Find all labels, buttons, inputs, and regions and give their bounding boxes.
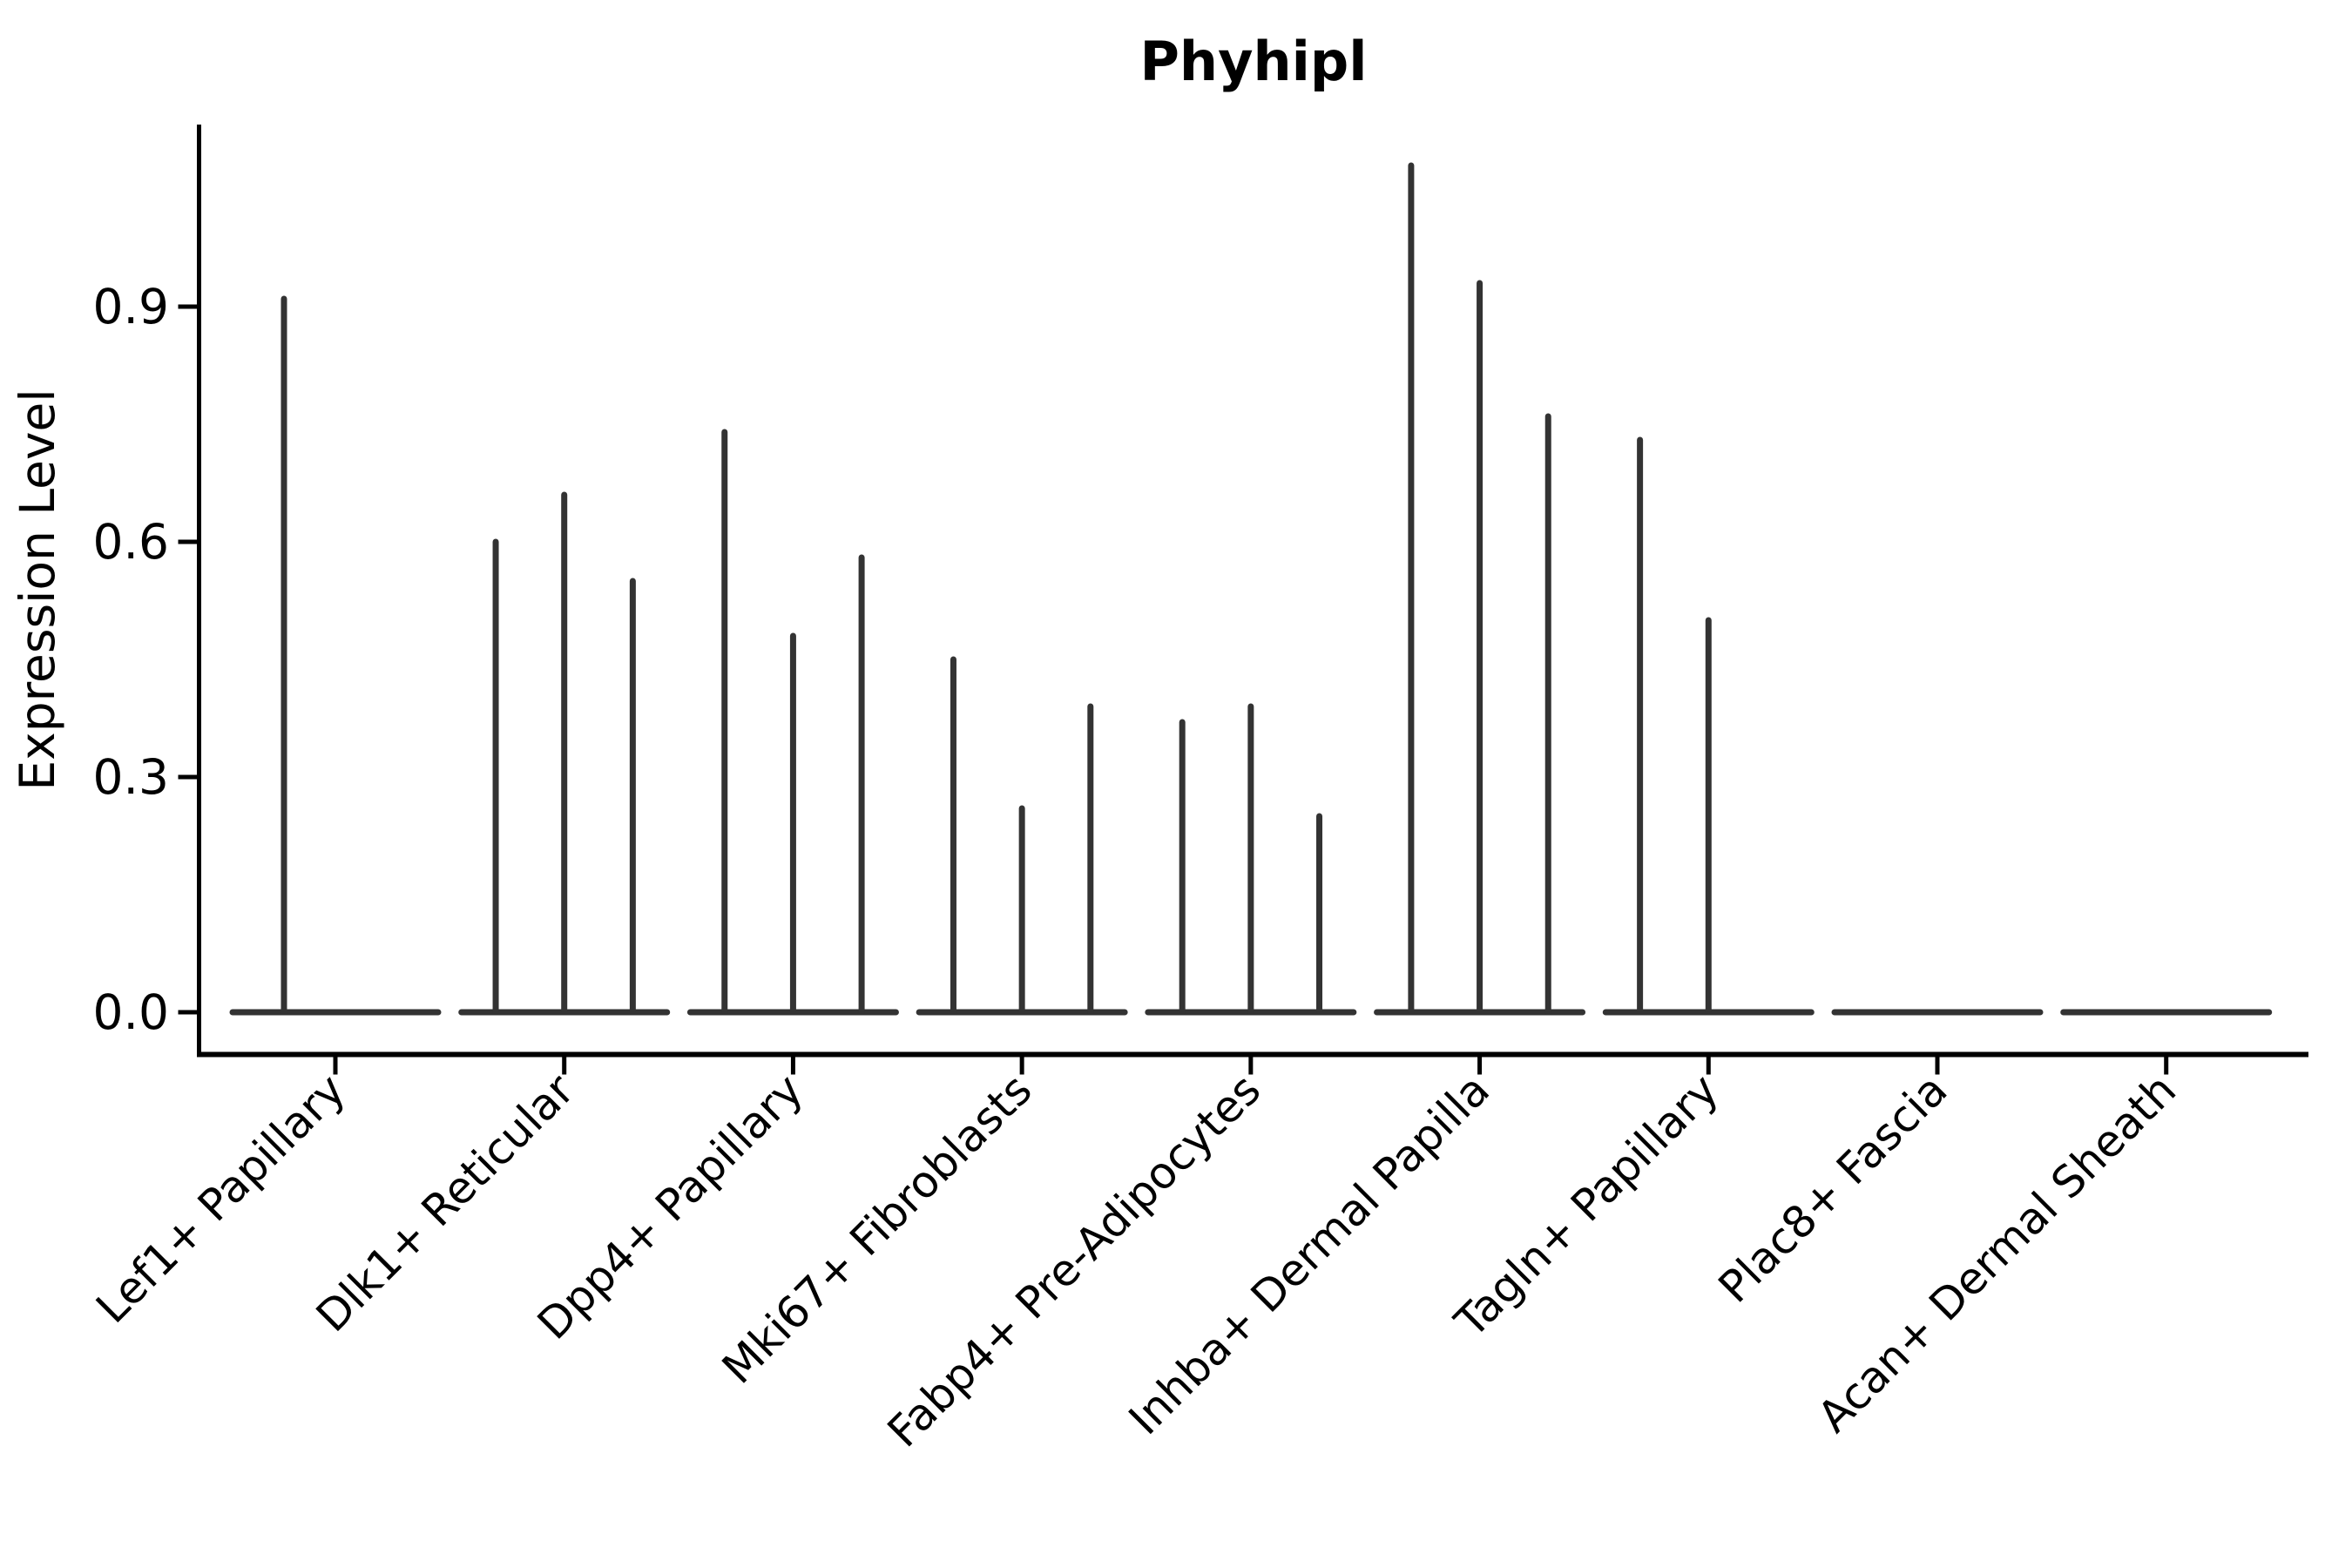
violin-group (686, 429, 899, 1016)
y-tick-labels: 0.0 0.3 0.6 0.9 (93, 279, 169, 1040)
violin-group (229, 295, 442, 1016)
violin-series (229, 162, 2273, 1016)
x-axis (197, 1051, 2308, 1075)
x-tick-label: Inhba+ Dermal Papilla (1119, 1064, 1499, 1444)
violin-group (458, 491, 671, 1016)
violin-group (1602, 436, 1815, 1016)
y-tick-label: 0.0 (93, 984, 169, 1040)
y-tick-label: 0.6 (93, 514, 169, 570)
x-tick-label: Fabp4+ Pre-Adipocytes (878, 1064, 1271, 1457)
x-tick-label: Plac8+ Fascia (1709, 1064, 1957, 1313)
x-tick-label: Lef1+ Papillary (86, 1064, 355, 1333)
violin-group (1145, 703, 1357, 1016)
y-tick-label: 0.3 (93, 749, 169, 805)
y-tick-label: 0.9 (93, 279, 169, 335)
y-axis (178, 125, 201, 1058)
y-axis-label: Expression Level (10, 389, 65, 790)
violin-group (1374, 162, 1586, 1016)
violin-group (916, 656, 1128, 1016)
chart-title: Phyhipl (1139, 30, 1367, 93)
